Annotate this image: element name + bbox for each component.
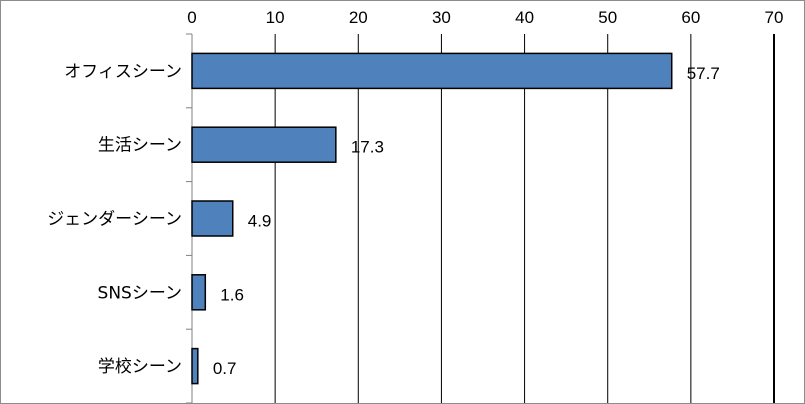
bar bbox=[191, 200, 234, 237]
x-tick-label: 70 bbox=[765, 8, 784, 27]
data-label: 0.7 bbox=[213, 359, 237, 378]
category-label: 学校シーン bbox=[98, 357, 182, 377]
bar bbox=[191, 126, 337, 163]
data-label: 4.9 bbox=[248, 212, 272, 231]
category-label: 生活シーン bbox=[98, 136, 182, 156]
data-label: 17.3 bbox=[351, 138, 384, 157]
x-tick-label: 60 bbox=[681, 8, 700, 27]
bar bbox=[191, 52, 673, 90]
bars bbox=[191, 52, 673, 385]
labels: オフィスシーン 57.7 生活シーン 17.3 ジェンダーシーン 4.9 SNSシーン 1.6… bbox=[47, 62, 720, 378]
x-tick-label: 50 bbox=[598, 8, 617, 27]
x-tick-label: 0 bbox=[187, 8, 196, 27]
bar bbox=[191, 274, 207, 311]
x-axis-ticks: 0 10 20 30 40 50 60 70 bbox=[187, 8, 783, 27]
bar bbox=[191, 347, 199, 385]
x-tick-label: 10 bbox=[266, 8, 285, 27]
data-label: 57.7 bbox=[687, 64, 720, 83]
category-label: SNSシーン bbox=[98, 283, 182, 303]
y-axis bbox=[186, 33, 193, 403]
x-tick-label: 30 bbox=[432, 8, 451, 27]
category-label: ジェンダーシーン bbox=[47, 210, 182, 230]
x-tick-label: 20 bbox=[349, 8, 368, 27]
category-label: オフィスシーン bbox=[64, 62, 182, 82]
x-tick-label: 40 bbox=[515, 8, 534, 27]
data-label: 1.6 bbox=[220, 285, 244, 304]
gridlines bbox=[274, 34, 775, 403]
